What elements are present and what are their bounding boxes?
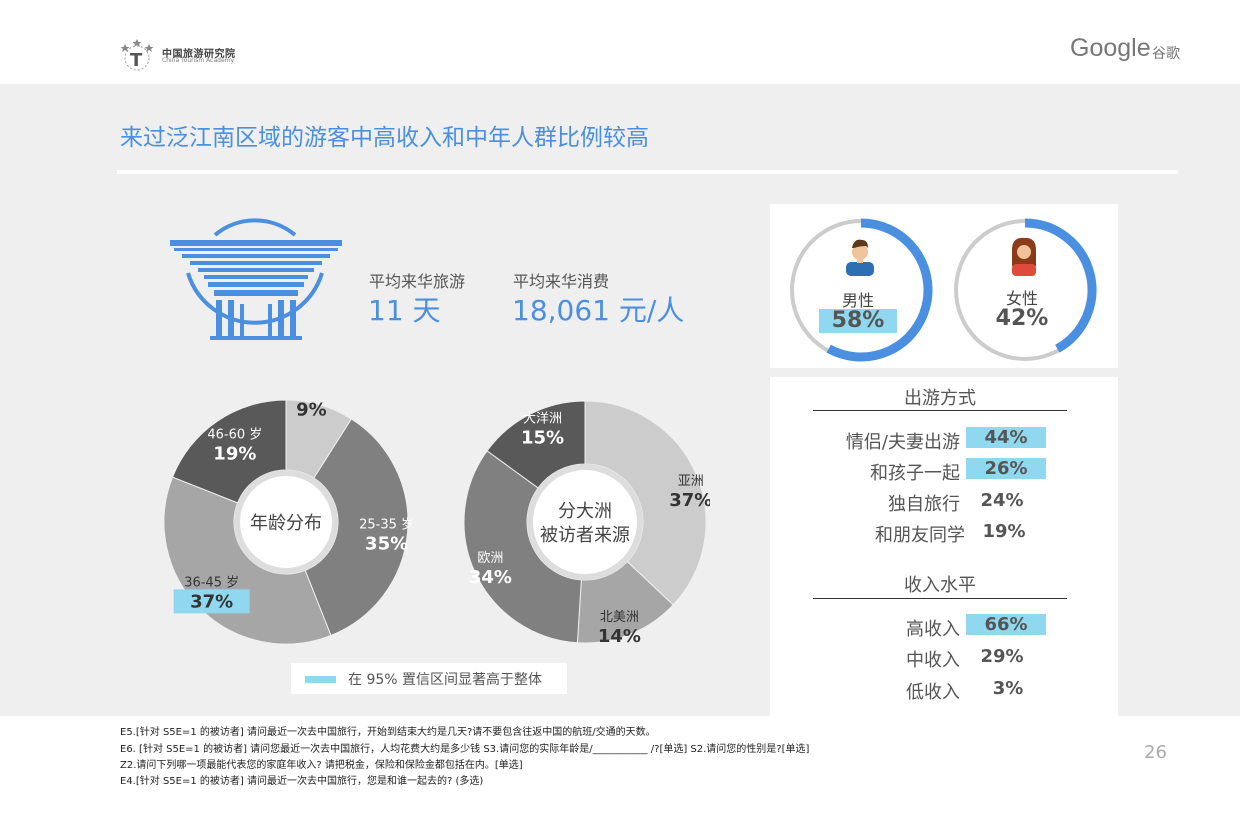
male-highlight [819, 309, 897, 333]
legend-swatch [305, 676, 336, 683]
male-label: 男性 [841, 291, 874, 310]
footnote: E4.[针对 S5E=1 的被访者] 请问最近一次去中国旅行，您是和谁一起去的?… [120, 776, 484, 787]
travel-mode-label: 独自旅行 [888, 494, 960, 515]
age-36-45-highlight [173, 589, 250, 614]
income-value: 3% [992, 678, 1024, 699]
footnote: Z2.请问下列哪一项最能代表您的家庭年收入? 请把税金，保险和保险金都包括在内。… [120, 760, 523, 771]
donut-center-title: 被访者来源 [540, 525, 630, 546]
avg-stay-label: 平均来华旅游 [369, 272, 466, 291]
age-25-35-label: 25-35 岁 [359, 518, 412, 533]
income-label: 高收入 [906, 619, 960, 640]
avg-stay-value: 11 天 [368, 294, 441, 327]
continent-europe-label: 欧洲 [477, 551, 503, 566]
income-label: 低收入 [906, 682, 960, 703]
continent-oceania-value: 15% [521, 428, 564, 449]
page-number: 26 [1144, 742, 1167, 763]
travel-income-panel [770, 377, 1118, 716]
footer-area [0, 716, 1240, 827]
continent-north-america-label: 北美洲 [600, 610, 639, 625]
female-icon [1012, 237, 1036, 276]
title-divider [117, 170, 1178, 174]
continent-europe-value: 34% [469, 567, 512, 588]
age-25-35-value: 35% [365, 534, 408, 555]
google-logo: Google [1070, 34, 1151, 62]
avg-spend-label: 平均来华消费 [513, 272, 610, 291]
donut-hole [533, 470, 637, 574]
top-bar [0, 0, 1240, 84]
male-ring-arc [826, 218, 933, 362]
continent-asia-value: 37% [669, 490, 710, 511]
svg-text:T: T [130, 50, 143, 71]
donut-center-title: 分大洲 [558, 501, 612, 522]
income-rule [813, 598, 1067, 599]
travel-mode-label: 情侣/夫妻出游 [845, 432, 960, 453]
avg-spend-value: 18,061 元/人 [512, 294, 685, 327]
continent-north-america-value: 14% [598, 626, 641, 647]
income-label: 中收入 [906, 650, 960, 671]
legend-text: 在 95% 置信区间显著高于整体 [348, 672, 543, 688]
female-label: 女性 [1005, 289, 1038, 308]
age-46-60-label: 46-60 岁 [207, 428, 262, 443]
age-36-45-value: 37% [190, 591, 233, 612]
cta-logo-icon: T [120, 39, 154, 71]
org-name-cn: 中国旅游研究院 [162, 49, 236, 60]
female-value: 42% [995, 306, 1049, 331]
footnote: E6. [针对 S5E=1 的被访者] 请问您最近一次去中国旅行，人均花费大约是… [120, 744, 810, 755]
google-logo-cn: 谷歌 [1152, 46, 1180, 62]
org-name-en: China Tourism Academy [162, 57, 235, 64]
age-distribution-chart: 18-24 岁9% 25-35 岁35% 36-45 岁37% 46-60 岁19% 年… [163, 398, 412, 645]
continent-asia-label: 亚洲 [678, 474, 704, 489]
temple-gate-icon [170, 218, 342, 340]
travel-mode-value: 19% [982, 521, 1026, 542]
page-title: 来过泛江南区域的游客中高收入和中年人群比例较高 [120, 125, 649, 151]
travel-mode-label: 和孩子一起 [870, 463, 960, 484]
footnote: E5.[针对 S5E=1 的被访者] 请问最近一次去中国旅行，开始到结束大约是几… [120, 727, 656, 738]
travel-mode-title: 出游方式 [904, 388, 976, 409]
age-18-24-label: 18-24 岁 [284, 398, 339, 399]
age-18-24-value: 9% [296, 400, 327, 421]
continent-oceania-label: 大洋洲 [523, 412, 562, 427]
income-title: 收入水平 [904, 575, 976, 596]
travel-mode-value: 44% [966, 427, 1046, 448]
income-value: 29% [980, 646, 1024, 667]
travel-mode-value: 24% [980, 490, 1024, 511]
donut-hole [240, 476, 332, 568]
income-value: 66% [966, 614, 1046, 635]
travel-mode-rule [813, 410, 1067, 411]
travel-mode-value: 26% [966, 458, 1046, 479]
female-ring-arc [1024, 218, 1097, 353]
donut-center-title: 年龄分布 [250, 513, 322, 534]
age-36-45-label: 36-45 岁 [184, 575, 239, 590]
male-icon [846, 239, 874, 276]
male-value: 58% [831, 308, 885, 333]
gender-rings [790, 218, 1097, 362]
legend-box [291, 663, 567, 694]
travel-mode-label: 和朋友同学 [875, 525, 965, 546]
age-46-60-value: 19% [213, 444, 256, 465]
